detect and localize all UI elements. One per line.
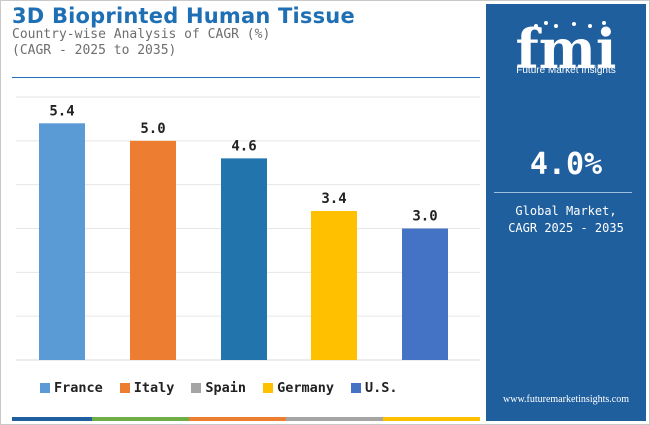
cagr-period-label: CAGR 2025 - 2035	[508, 221, 624, 235]
bar-spain	[221, 158, 267, 360]
strip-segment	[189, 417, 286, 421]
website-link[interactable]: www.futuremarketinsights.com	[503, 394, 629, 405]
panel-divider	[494, 192, 632, 193]
chart-title: 3D Bioprinted Human Tissue	[12, 4, 355, 28]
legend-item: Germany	[263, 380, 334, 396]
legend-item: Spain	[191, 380, 246, 396]
bar-italy	[130, 140, 176, 360]
bar-us	[402, 228, 448, 360]
legend-item: U.S.	[350, 380, 398, 396]
logo-letters: fmi	[516, 18, 617, 81]
strip-segment	[92, 417, 189, 421]
legend-swatch	[40, 383, 50, 393]
global-market-label: Global Market,	[515, 204, 617, 218]
legend-swatch	[119, 383, 130, 393]
title-divider	[12, 77, 480, 78]
legend-swatch	[350, 383, 361, 393]
legend-label: Germany	[277, 380, 334, 396]
data-label: 5.4	[49, 103, 74, 119]
strip-segment	[383, 417, 480, 421]
bar-chart: 5.4 5.0 4.6 3.4 3.0	[16, 96, 480, 361]
logo-caption: Future Market Insights	[516, 65, 616, 76]
legend-label: France	[54, 380, 103, 396]
data-label: 3.4	[321, 191, 346, 207]
strip-segment	[286, 417, 383, 421]
bar-france	[39, 123, 85, 360]
global-cagr-value: 4.0%	[529, 147, 603, 182]
chart-subtitle: Country-wise Analysis of CAGR (%)	[12, 27, 271, 42]
legend-swatch	[191, 383, 202, 393]
chart-legend: France Italy Spain Germany U.S.	[40, 379, 414, 397]
legend-swatch	[263, 383, 274, 393]
bar-germany	[311, 210, 357, 360]
strip-segment	[12, 417, 92, 421]
data-label: 4.6	[231, 138, 256, 154]
fmi-logo: fmi	[516, 18, 617, 81]
data-label: 3.0	[412, 209, 437, 225]
legend-label: Spain	[205, 380, 247, 396]
legend-item: Italy	[119, 380, 175, 396]
legend-item: France	[40, 380, 103, 396]
legend-label: U.S.	[364, 380, 398, 396]
legend-label: Italy	[133, 380, 175, 396]
data-label: 5.0	[140, 121, 165, 137]
side-panel: fmi Future Market Insights 4.0% Global M…	[486, 4, 646, 421]
chart-subtitle-period: (CAGR - 2025 to 2035)	[12, 43, 177, 58]
bottom-color-strip	[12, 417, 480, 421]
